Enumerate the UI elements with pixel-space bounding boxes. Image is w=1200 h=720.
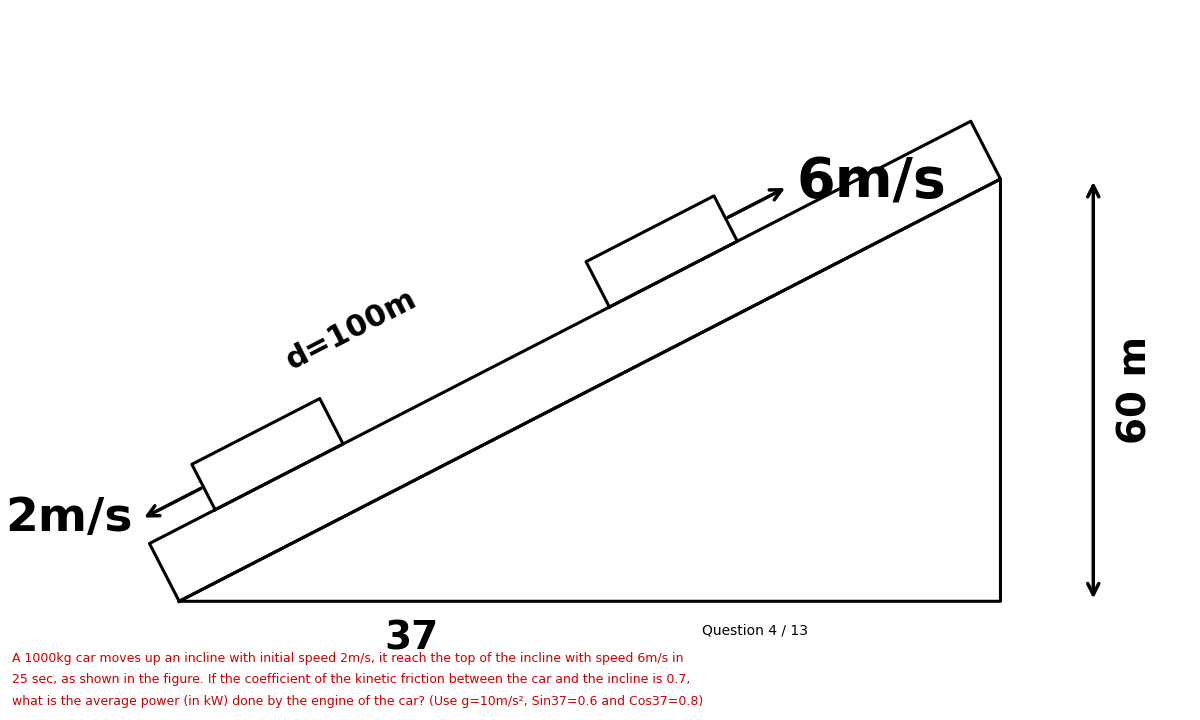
Text: what is the average power (in kW) done by the engine of the car? (Use g=10m/s², : what is the average power (in kW) done b…: [12, 695, 703, 708]
Text: 37: 37: [384, 619, 438, 657]
Text: 60 m: 60 m: [1116, 336, 1154, 444]
Text: 2m/s: 2m/s: [5, 496, 132, 541]
Text: A 1000kg car moves up an incline with initial speed 2m/s, it reach the top of th: A 1000kg car moves up an incline with in…: [12, 652, 684, 665]
Text: Question 4 / 13: Question 4 / 13: [702, 624, 808, 638]
Text: d=100m: d=100m: [281, 284, 421, 376]
Text: 25 sec, as shown in the figure. If the coefficient of the kinetic friction betwe: 25 sec, as shown in the figure. If the c…: [12, 673, 690, 686]
Text: 6m/s: 6m/s: [797, 155, 947, 209]
